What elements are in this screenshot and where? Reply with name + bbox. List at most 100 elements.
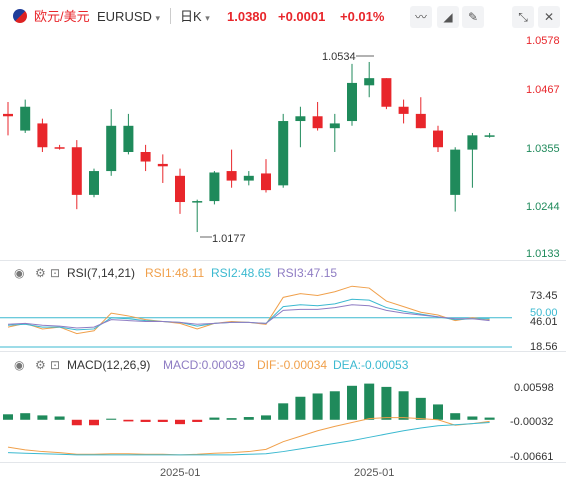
candle-body <box>398 106 409 114</box>
macd-bar <box>20 413 31 420</box>
rsi-tick: 50.00 <box>530 307 558 319</box>
x-axis-label: 2025-01 <box>354 467 394 479</box>
macd-bar <box>209 417 220 420</box>
macd-bar <box>450 413 461 420</box>
macd-bar <box>312 393 323 420</box>
candle-body <box>37 123 48 148</box>
macd-value: MACD:0.00039 <box>163 358 246 372</box>
macd-bar <box>226 418 237 420</box>
high-label: 1.0534 <box>322 51 356 63</box>
dea-value: DEA:-0.00053 <box>333 358 409 372</box>
macd-bar <box>364 383 375 420</box>
eye-icon[interactable]: ◉ <box>14 266 25 280</box>
x-axis-label: 2025-01 <box>160 467 200 479</box>
macd-bar <box>398 391 409 420</box>
line-chart-icon[interactable]: 〰 <box>410 6 432 28</box>
dea-line <box>7 422 490 456</box>
close-icon[interactable]: ✕ <box>538 6 560 28</box>
macd-bar <box>381 386 392 420</box>
price-change: +0.0001 <box>278 9 326 24</box>
macd-bar <box>123 419 134 422</box>
panel-divider <box>0 462 566 463</box>
macd-title: MACD(12,26,9) <box>67 358 151 372</box>
price-tick: 1.0467 <box>526 84 560 96</box>
macd-bar <box>3 414 13 420</box>
macd-bar <box>347 385 357 420</box>
candle-body <box>433 130 443 148</box>
macd-bar <box>71 419 82 426</box>
price-change-pct: +0.01% <box>340 9 385 24</box>
chevron-down-icon: ▾ <box>155 13 161 23</box>
macd-bar <box>89 419 99 426</box>
macd-tick: -0.00032 <box>510 416 553 428</box>
rsi-group <box>0 285 512 348</box>
settings-icon[interactable]: ⊡ <box>50 358 61 372</box>
gear-icon[interactable]: ⚙ <box>35 266 46 280</box>
rsi-tick: 46.01 <box>530 316 558 328</box>
macd-bar <box>192 419 203 422</box>
pencil-icon[interactable]: ✎ <box>462 6 484 28</box>
rsi3-line <box>7 304 490 329</box>
macd-group <box>3 383 495 456</box>
candle-body <box>347 82 357 122</box>
candle-body <box>484 135 495 137</box>
rsi-tick: 73.45 <box>530 290 558 302</box>
candle-body <box>450 149 461 195</box>
chevron-down-icon: ▾ <box>205 13 210 23</box>
symbol-selector[interactable]: EURUSD ▾ <box>97 9 160 26</box>
candle-body <box>295 116 306 122</box>
candle-body <box>123 125 134 153</box>
candle-body <box>209 172 220 202</box>
candle-body <box>89 171 99 195</box>
candle-body <box>71 147 82 195</box>
gear-icon[interactable]: ⚙ <box>35 358 46 372</box>
header-bar: 欧元/美元 EURUSD ▾ 日K ▾ 1.0380 +0.0001 +0.01… <box>0 0 566 32</box>
dif-value: DIF:-0.00034 <box>257 358 328 372</box>
price-tick: 1.0355 <box>526 143 560 155</box>
macd-tick: 0.00598 <box>514 382 554 394</box>
current-price: 1.0380 <box>227 9 267 24</box>
candles-group <box>3 61 495 233</box>
macd-bar <box>329 391 340 420</box>
rsi2-value: RSI2:48.65 <box>211 266 272 280</box>
low-label: 1.0177 <box>212 233 246 245</box>
symbol-label: EURUSD <box>97 9 152 24</box>
settings-icon[interactable]: ⊡ <box>50 266 61 280</box>
macd-bar <box>106 418 117 420</box>
macd-bar <box>54 416 65 420</box>
macd-bar <box>295 396 306 420</box>
macd-bar <box>157 419 168 422</box>
macd-bar <box>467 416 478 420</box>
eye-icon[interactable]: ◉ <box>14 358 25 372</box>
candle-body <box>3 113 13 117</box>
candle-body <box>329 123 340 129</box>
macd-bar <box>175 419 185 425</box>
price-tick: 1.0244 <box>526 201 560 213</box>
price-tick: 1.0133 <box>526 248 560 260</box>
macd-bar <box>140 419 151 422</box>
macd-bar <box>415 397 426 420</box>
eu-us-flag-icon <box>13 9 27 23</box>
candle-body <box>192 201 203 203</box>
draw-icon[interactable]: ◢ <box>437 6 459 28</box>
macd-bar <box>433 404 443 420</box>
candle-body <box>175 175 185 203</box>
macd-tick: -0.00661 <box>510 451 553 463</box>
candle-body <box>20 106 31 131</box>
panel-divider <box>0 260 566 261</box>
timeframe-selector[interactable]: 日K ▾ <box>180 9 210 26</box>
divider <box>170 8 171 24</box>
price-tick: 1.0578 <box>526 35 560 47</box>
candle-body <box>467 135 478 150</box>
candle-body <box>54 147 65 149</box>
candle-body <box>312 116 323 129</box>
rsi1-value: RSI1:48.11 <box>145 266 205 280</box>
collapse-icon[interactable]: ⤡ <box>512 6 534 28</box>
candle-body <box>226 171 237 181</box>
rsi3-value: RSI3:47.15 <box>277 266 338 280</box>
macd-bar <box>484 417 495 420</box>
panel-divider <box>0 351 566 352</box>
candle-body <box>278 121 289 186</box>
candle-body <box>381 78 392 107</box>
